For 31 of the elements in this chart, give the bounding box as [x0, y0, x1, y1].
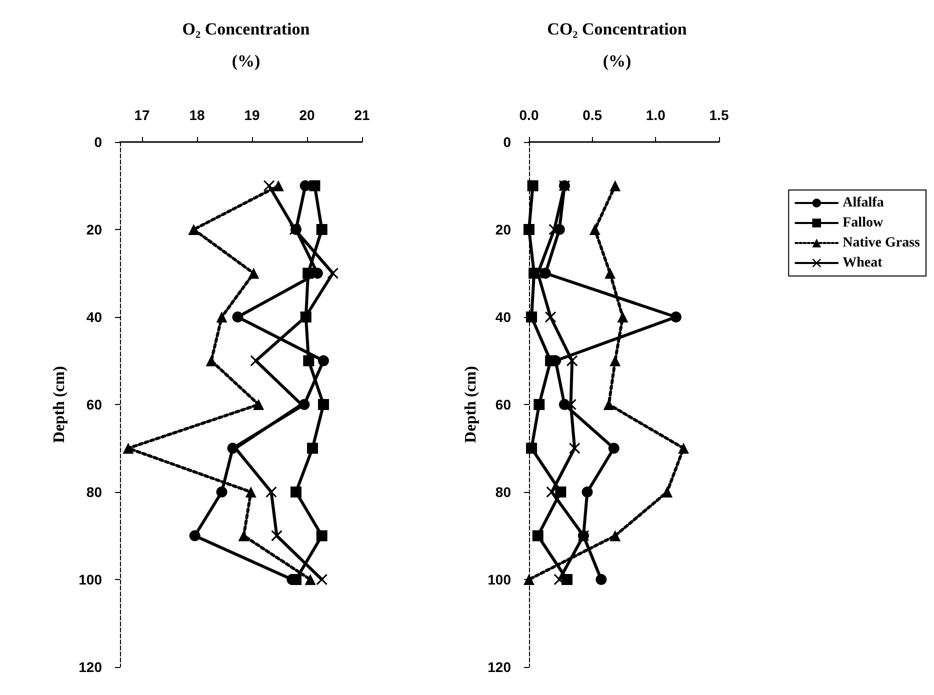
y-tick-label: 80: [495, 484, 512, 500]
legend-label: Native Grass: [842, 236, 921, 250]
y-tick-label: 80: [86, 484, 102, 500]
y-tick-label: 100: [488, 572, 512, 588]
x-tick-label: 0.5: [582, 107, 602, 123]
x-tick-label: 20: [299, 107, 315, 123]
y-axis-title: Depth (cm): [51, 366, 68, 443]
y-tick-label: 0: [94, 134, 102, 150]
legend-label: Fallow: [842, 216, 884, 230]
y-tick-label: 120: [488, 659, 512, 675]
chart-title: O₂ Concentration (%): [182, 20, 310, 70]
x-tick-label: 1.5: [709, 107, 729, 123]
y-tick-label: 20: [495, 222, 512, 238]
y-tick-label: 60: [495, 396, 512, 412]
chart-title: CO₂ Concentration (%): [547, 20, 688, 70]
x-tick-label: 21: [354, 107, 370, 123]
y-tick-label: 40: [86, 309, 102, 325]
legend-label: Alfalfa: [842, 196, 884, 210]
y-tick-label: 120: [78, 659, 102, 675]
legend-label: Wheat: [842, 256, 883, 270]
x-tick-label: 0.0: [519, 107, 539, 123]
x-tick-label: 1.0: [646, 107, 666, 123]
y-tick-label: 40: [495, 309, 512, 325]
x-tick-label: 17: [134, 107, 150, 123]
x-tick-label: 18: [189, 107, 205, 123]
x-tick-label: 19: [244, 107, 260, 123]
y-tick-label: 60: [86, 396, 102, 412]
y-tick-label: 0: [503, 134, 512, 150]
y-tick-label: 100: [78, 572, 102, 588]
y-axis-title: Depth (cm): [462, 366, 480, 443]
y-tick-label: 20: [86, 222, 102, 238]
